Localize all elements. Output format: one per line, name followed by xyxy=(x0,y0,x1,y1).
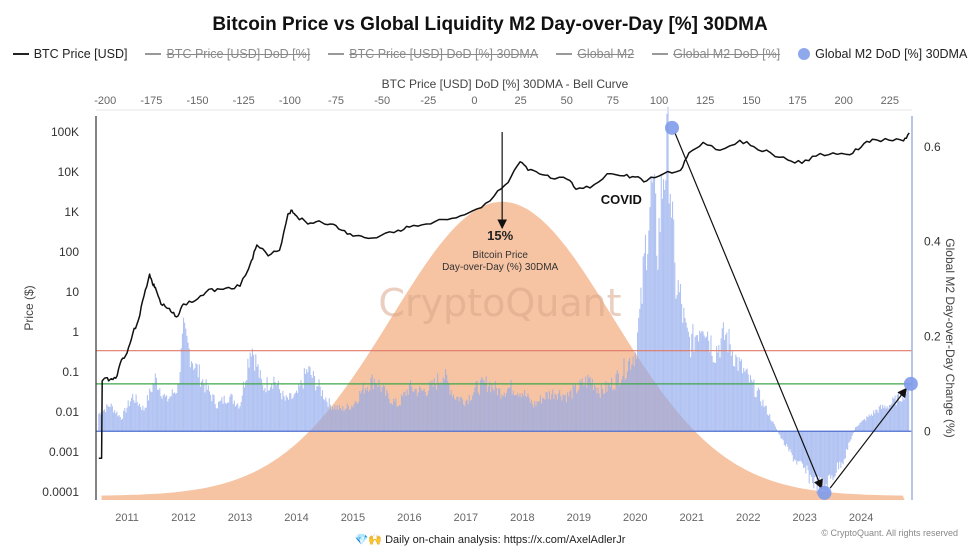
x-tick-label: 2023 xyxy=(792,512,816,524)
x-tick-label: 2012 xyxy=(171,512,195,524)
arrows-layer xyxy=(497,132,908,490)
x-tick-label: 2017 xyxy=(454,512,478,524)
top-tick-label: 25 xyxy=(514,95,526,107)
y-left-tick-label: 10K xyxy=(58,165,79,179)
x-tick-label: 2020 xyxy=(623,512,647,524)
x-tick-label: 2016 xyxy=(397,512,421,524)
left-axis-title: Price ($) xyxy=(22,285,36,330)
legend-item-btc-price[interactable]: BTC Price [USD] xyxy=(12,47,128,61)
right-axis-title: Global M2 Day-over-Day Change (%) xyxy=(943,238,957,437)
y-left-tick-label: 100K xyxy=(51,125,79,139)
highlight-point xyxy=(903,376,918,391)
top-tick-label: 175 xyxy=(788,95,806,107)
line-swatch-icon xyxy=(556,53,573,55)
y-right-tick-label: 0.4 xyxy=(924,235,941,249)
top-tick-label: 0 xyxy=(471,95,477,107)
footer-link-text[interactable]: Daily on-chain analysis: https://x.com/A… xyxy=(385,534,626,546)
top-tick-label: 100 xyxy=(650,95,668,107)
legend-label: Global M2 DoD [%] 30DMA xyxy=(815,47,968,61)
top-tick-label: 225 xyxy=(881,95,899,107)
annotation-bitcoin-price: Bitcoin Price xyxy=(472,250,528,261)
top-tick-label: 125 xyxy=(696,95,714,107)
x-tick-label: 2021 xyxy=(680,512,704,524)
legend-label: Global M2 DoD [%] xyxy=(673,47,781,61)
reference-lines-layer xyxy=(96,350,912,432)
diamond-hands-icon: 💎🙌 xyxy=(354,534,383,546)
top-tick-label: -75 xyxy=(328,95,344,107)
line-swatch-icon xyxy=(12,53,29,55)
top-tick-label: -175 xyxy=(140,95,162,107)
y-left-tick-label: 100 xyxy=(59,245,79,259)
axes-layer: 2011 2012 2013 2014 2015 2016 2017 2018 2019 2020… xyxy=(42,95,941,524)
dot-swatch-icon xyxy=(798,48,811,60)
top-tick-label: 50 xyxy=(561,95,573,107)
x-tick-label: 2011 xyxy=(115,512,139,524)
x-tick-label: 2015 xyxy=(341,512,365,524)
y-left-tick-label: 10 xyxy=(66,285,80,299)
top-tick-label: -150 xyxy=(187,95,209,107)
watermark: CryptoQuant xyxy=(378,281,621,325)
top-tick-label: -200 xyxy=(94,95,116,107)
copyright-notice: © CryptoQuant. All rights reserved xyxy=(821,528,958,538)
top-tick-label: 75 xyxy=(607,95,619,107)
legend-item-global-m2[interactable]: Global M2 xyxy=(556,47,634,61)
footer-credit: 💎🙌 Daily on-chain analysis: https://x.co… xyxy=(0,533,980,546)
x-tick-label: 2024 xyxy=(849,512,873,524)
y-right-tick-label: 0 xyxy=(924,424,931,438)
highlight-point xyxy=(817,485,832,500)
btc-price-layer xyxy=(98,132,910,459)
y-left-tick-label: 0.01 xyxy=(56,405,80,419)
top-tick-label: 200 xyxy=(835,95,853,107)
legend-item-global-m2-dod-30dma[interactable]: Global M2 DoD [%] 30DMA xyxy=(798,47,967,61)
line-swatch-icon xyxy=(652,53,669,55)
legend-item-btc-dod[interactable]: BTC Price [USD] DoD [%] xyxy=(145,47,310,61)
chart-legend: BTC Price [USD] BTC Price [USD] DoD [%] … xyxy=(0,47,980,61)
y-right-tick-label: 0.2 xyxy=(924,329,941,343)
x-tick-label: 2019 xyxy=(567,512,591,524)
legend-label: BTC Price [USD] DoD [%] xyxy=(166,47,311,61)
top-tick-label: -100 xyxy=(279,95,301,107)
legend-item-btc-dod-30dma[interactable]: BTC Price [USD] DoD [%] 30DMA xyxy=(328,47,538,61)
y-left-tick-label: 0.1 xyxy=(62,365,79,379)
top-tick-label: -25 xyxy=(420,95,436,107)
x-tick-label: 2022 xyxy=(736,512,760,524)
y-left-tick-label: 0.001 xyxy=(49,445,79,459)
top-axis-title: BTC Price [USD] DoD [%] 30DMA - Bell Cur… xyxy=(382,77,629,91)
top-tick-label: -125 xyxy=(233,95,255,107)
y-left-tick-label: 1K xyxy=(64,205,79,219)
legend-label: BTC Price [USD] DoD [%] 30DMA xyxy=(349,47,539,61)
x-tick-label: 2013 xyxy=(228,512,252,524)
legend-label: BTC Price [USD] xyxy=(33,47,128,61)
line-swatch-icon xyxy=(328,53,345,55)
y-left-tick-label: 1 xyxy=(72,325,79,339)
top-tick-label: 150 xyxy=(742,95,760,107)
line-swatch-icon xyxy=(145,53,162,55)
x-tick-label: 2014 xyxy=(284,512,308,524)
legend-label: Global M2 xyxy=(577,47,635,61)
x-tick-label: 2018 xyxy=(510,512,534,524)
annotation-arrow xyxy=(829,387,908,489)
annotation-dod-30dma: Day-over-Day (%) 30DMA xyxy=(442,262,558,273)
annotation-arrow xyxy=(674,132,823,490)
annotations-layer: 15% Bitcoin Price Day-over-Day (%) 30DMA… xyxy=(442,192,642,273)
top-tick-label: -50 xyxy=(374,95,390,107)
highlight-point xyxy=(665,120,679,135)
btc-price-line xyxy=(98,132,910,459)
y-left-tick-label: 0.0001 xyxy=(42,485,79,499)
annotation-15-percent: 15% xyxy=(487,228,513,243)
chart-title: Bitcoin Price vs Global Liquidity M2 Day… xyxy=(212,14,768,35)
y-right-tick-label: 0.6 xyxy=(924,140,941,154)
legend-item-global-m2-dod[interactable]: Global M2 DoD [%] xyxy=(652,47,780,61)
highlight-points-layer xyxy=(665,120,918,500)
annotation-covid: COVID xyxy=(601,192,642,207)
